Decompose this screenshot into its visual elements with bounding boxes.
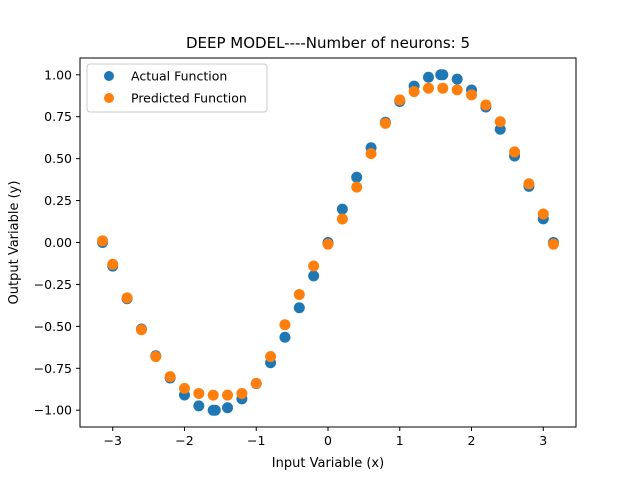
- y-tick-label: −0.75: [34, 361, 72, 376]
- legend-frame: [86, 63, 268, 113]
- data-point: [293, 302, 305, 314]
- x-tick-label: 2: [468, 433, 476, 448]
- legend: Actual Function Predicted Function: [86, 63, 268, 113]
- data-point: [379, 117, 391, 129]
- data-point: [322, 238, 334, 250]
- y-tick-label: 0.00: [44, 235, 72, 250]
- data-point: [250, 377, 262, 389]
- y-tick-label: −1.00: [34, 403, 72, 418]
- legend-label-predicted-function: Predicted Function: [131, 91, 247, 106]
- data-point: [422, 71, 434, 83]
- data-point: [394, 94, 406, 106]
- legend-label-actual-function: Actual Function: [131, 69, 227, 84]
- x-axis-label: Input Variable (x): [272, 456, 384, 471]
- data-point: [279, 319, 291, 331]
- data-point: [308, 260, 320, 272]
- x-axis: −3 −2 −1 0 1 2 3: [104, 427, 547, 448]
- data-point: [150, 351, 162, 363]
- data-point: [537, 208, 549, 220]
- data-point: [164, 371, 176, 383]
- data-point: [547, 238, 559, 250]
- data-point: [422, 82, 434, 94]
- data-point: [480, 99, 492, 111]
- y-tick-label: 0.75: [44, 109, 72, 124]
- x-tick-label: −1: [247, 433, 265, 448]
- data-point: [121, 292, 133, 304]
- data-point: [107, 258, 119, 270]
- chart-title: DEEP MODEL----Number of neurons: 5: [186, 34, 470, 52]
- data-point: [193, 400, 205, 412]
- data-point: [437, 82, 449, 94]
- y-tick-label: 1.00: [44, 67, 72, 82]
- data-point: [209, 404, 221, 416]
- data-point: [523, 178, 535, 190]
- legend-marker-actual-function: [104, 71, 114, 81]
- data-point: [236, 387, 248, 399]
- data-point: [451, 73, 463, 85]
- data-point: [494, 123, 506, 135]
- y-axis: −1.00 −0.75 −0.50 −0.25 0.00 0.25 0.50 0.75 1.00: [34, 67, 80, 418]
- data-point: [222, 402, 234, 414]
- data-point: [351, 171, 363, 183]
- data-point: [408, 86, 420, 98]
- data-point: [178, 382, 190, 394]
- x-tick-label: 1: [396, 433, 404, 448]
- x-tick-label: −3: [104, 433, 122, 448]
- legend-marker-predicted-function: [104, 93, 114, 103]
- x-tick-label: 3: [539, 433, 547, 448]
- data-layer: [97, 69, 559, 416]
- data-point: [308, 270, 320, 282]
- data-point: [135, 324, 147, 336]
- data-point: [207, 389, 219, 401]
- y-tick-label: 0.25: [44, 193, 72, 208]
- y-tick-label: −0.50: [34, 319, 72, 334]
- data-point: [293, 289, 305, 300]
- data-point: [336, 203, 348, 215]
- data-point: [509, 146, 521, 158]
- data-point: [336, 213, 348, 225]
- data-point: [437, 69, 449, 81]
- series-1: [97, 82, 559, 401]
- x-tick-label: −2: [175, 433, 193, 448]
- data-point: [279, 331, 291, 343]
- data-point: [97, 235, 109, 247]
- y-tick-label: −0.25: [34, 277, 72, 292]
- data-point: [265, 351, 277, 363]
- data-point: [466, 89, 478, 101]
- data-point: [365, 148, 377, 160]
- x-tick-label: 0: [324, 433, 332, 448]
- data-point: [494, 116, 506, 128]
- data-point: [193, 387, 205, 399]
- y-tick-label: 0.50: [44, 151, 72, 166]
- data-point: [222, 389, 234, 401]
- data-point: [451, 84, 463, 96]
- y-axis-label: Output Variable (y): [7, 181, 22, 305]
- data-point: [351, 181, 363, 193]
